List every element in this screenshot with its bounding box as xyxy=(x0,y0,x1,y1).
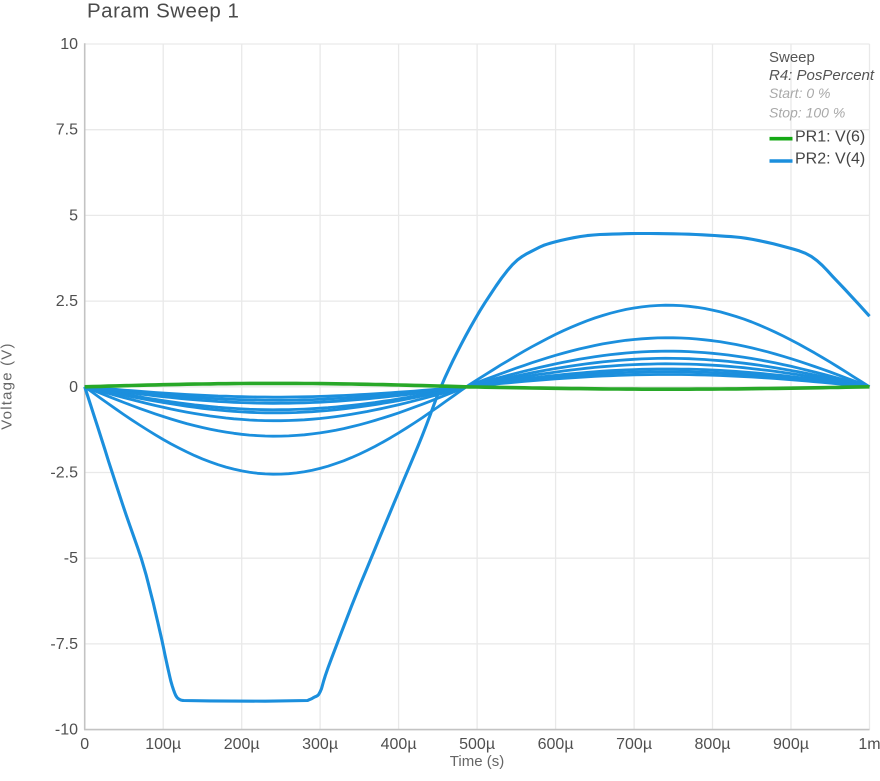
svg-text:1m: 1m xyxy=(858,736,880,753)
svg-text:0: 0 xyxy=(69,379,78,396)
svg-text:Voltage (V): Voltage (V) xyxy=(0,342,16,429)
svg-text:PR2: V(4): PR2: V(4) xyxy=(795,151,865,168)
svg-text:-5: -5 xyxy=(64,550,78,567)
svg-text:-7.5: -7.5 xyxy=(50,636,78,653)
svg-text:PR1: V(6): PR1: V(6) xyxy=(795,129,865,146)
svg-text:Stop: 100 %: Stop: 100 % xyxy=(769,105,845,121)
svg-text:2.5: 2.5 xyxy=(56,293,78,310)
svg-text:400µ: 400µ xyxy=(381,736,417,753)
svg-text:0: 0 xyxy=(80,736,89,753)
svg-text:300µ: 300µ xyxy=(302,736,338,753)
svg-text:Time (s): Time (s) xyxy=(450,753,504,770)
svg-text:Param Sweep 1: Param Sweep 1 xyxy=(87,0,239,23)
svg-text:600µ: 600µ xyxy=(538,736,574,753)
svg-text:500µ: 500µ xyxy=(459,736,495,753)
svg-text:5: 5 xyxy=(69,207,78,224)
svg-text:7.5: 7.5 xyxy=(56,122,78,139)
svg-text:Start: 0 %: Start: 0 % xyxy=(769,85,830,101)
svg-text:10: 10 xyxy=(60,36,78,53)
svg-text:R4: PosPercent: R4: PosPercent xyxy=(769,67,875,84)
svg-text:200µ: 200µ xyxy=(224,736,260,753)
svg-text:800µ: 800µ xyxy=(695,736,731,753)
svg-text:700µ: 700µ xyxy=(616,736,652,753)
svg-text:-2.5: -2.5 xyxy=(50,465,78,482)
svg-text:100µ: 100µ xyxy=(145,736,181,753)
svg-text:-10: -10 xyxy=(55,722,78,739)
svg-text:900µ: 900µ xyxy=(773,736,809,753)
svg-text:Sweep: Sweep xyxy=(769,49,815,66)
